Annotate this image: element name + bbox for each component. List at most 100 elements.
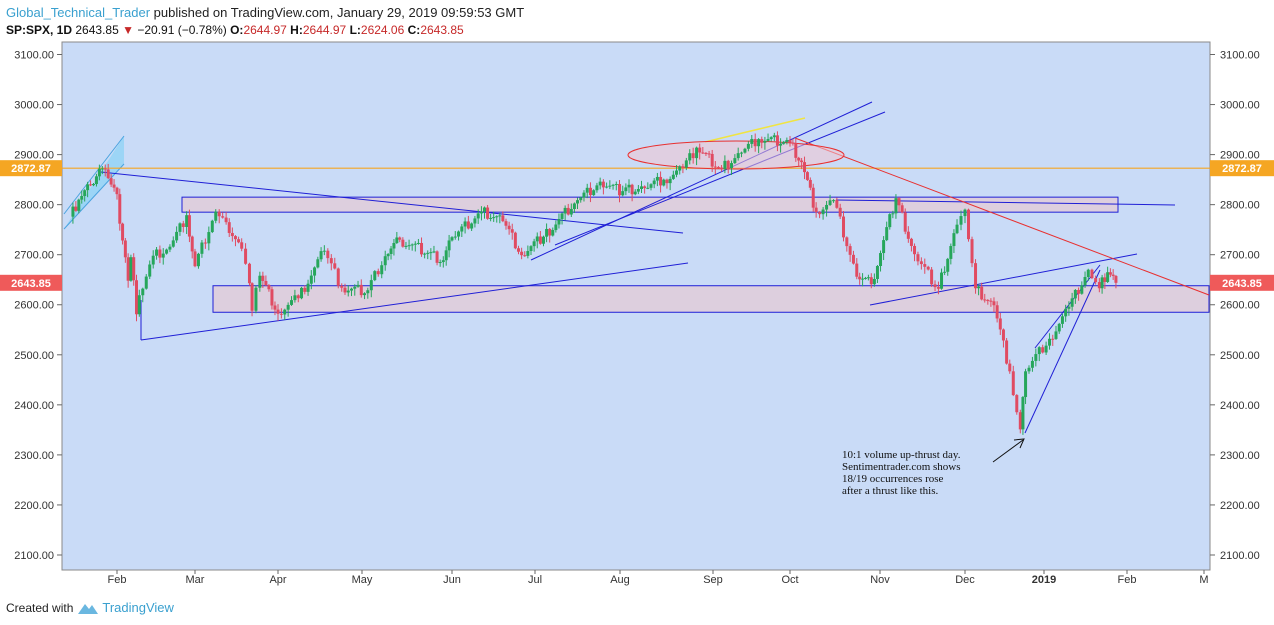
candle-body: [545, 228, 549, 237]
annotation-line: 10:1 volume up-thrust day.: [842, 449, 961, 461]
candle-body: [646, 187, 650, 189]
candle-body: [463, 221, 467, 227]
x-tick-label: Sep: [703, 574, 723, 586]
candle-body: [520, 251, 524, 256]
ohlc-line: SP:SPX, 1D 2643.85 ▼ −20.91 (−0.78%) O:2…: [6, 23, 464, 37]
y-tick-label-right: 2800.00: [1220, 200, 1260, 212]
price-label-left-bg: [0, 274, 62, 291]
candle-body: [894, 198, 898, 214]
time-axis[interactable]: Feb Mar Apr May Jun Jul Aug Sep Oct Nov Dec 2019 Feb…: [108, 570, 1209, 586]
candle-body: [900, 205, 904, 213]
candle-body: [542, 236, 545, 244]
candle-body: [1041, 347, 1045, 353]
candle-body: [190, 236, 194, 252]
candle-body: [691, 153, 695, 159]
candle-body: [955, 224, 959, 234]
candle-body: [611, 184, 615, 186]
candle-body: [523, 255, 527, 257]
candle-body: [237, 239, 241, 243]
candle-body: [688, 153, 692, 161]
candle-body: [1021, 397, 1025, 430]
candle-body: [1067, 306, 1071, 309]
candle-body: [200, 242, 204, 254]
candle-body: [1044, 345, 1048, 353]
candle-body: [1015, 395, 1019, 413]
candle-body: [869, 277, 873, 285]
price-label-right: 2872.87: [1222, 163, 1262, 175]
candle-body: [842, 216, 846, 238]
candle-body: [193, 251, 197, 267]
author-link[interactable]: Global_Technical_Trader: [6, 5, 151, 20]
candle-body: [716, 167, 720, 169]
trend-line: [100, 171, 684, 234]
candle-body: [404, 245, 408, 247]
candle-body: [148, 264, 152, 277]
candle-body: [946, 258, 950, 272]
candle-body: [930, 269, 934, 285]
y-tick-label-right: 3100.00: [1220, 50, 1260, 62]
right-price-axis[interactable]: 3100.00 3000.00 2900.00 2800.00 2700.00 2600.…: [1210, 50, 1260, 562]
candle-body: [923, 264, 927, 267]
candle-body: [376, 271, 380, 275]
candle-body: [489, 217, 493, 219]
y-tick-label-left: 2400.00: [14, 400, 54, 412]
candle-body: [906, 231, 910, 239]
trend-line: [1024, 269, 1101, 434]
candle-body: [1034, 354, 1038, 361]
candle-body: [420, 242, 424, 255]
x-tick-label: Dec: [955, 574, 975, 586]
y-tick-label-left: 2100.00: [14, 550, 54, 562]
candle-body: [350, 288, 354, 291]
candle-body: [977, 286, 981, 289]
candle-body: [161, 253, 165, 258]
candle-body: [585, 187, 589, 193]
candle-body: [1037, 347, 1041, 355]
candle-body: [416, 242, 420, 244]
candle-body: [413, 243, 417, 245]
candle-body: [828, 200, 832, 205]
candle-body: [775, 135, 779, 146]
candle-body: [814, 207, 818, 213]
candle-body: [250, 283, 254, 311]
candle-body: [659, 176, 663, 186]
candle-body: [952, 233, 956, 247]
candle-body: [671, 174, 675, 179]
candle-body: [210, 220, 214, 233]
candle-body: [882, 240, 886, 254]
candle-body: [483, 207, 487, 212]
drawing-layer: [62, 101, 1210, 434]
candle-body: [366, 290, 370, 294]
candle-body: [926, 266, 930, 270]
candle-body: [273, 305, 277, 310]
candle-body: [383, 256, 387, 266]
candle-body: [601, 181, 605, 188]
candle-body: [1008, 363, 1012, 372]
candle-body: [401, 239, 405, 247]
trend-line: [1034, 264, 1101, 349]
left-price-axis[interactable]: 3100.00 3000.00 2900.00 2800.00 2700.00 2600.…: [14, 50, 62, 562]
candle-body: [398, 237, 402, 240]
candle-body: [486, 207, 490, 219]
candle-body: [313, 267, 317, 276]
candle-body: [800, 160, 804, 163]
candle-body: [1090, 269, 1094, 279]
candle-body: [811, 187, 815, 208]
candle-body: [825, 204, 829, 210]
footer: Created with TradingView: [6, 600, 174, 615]
candle-body: [967, 209, 971, 240]
candle-body: [535, 236, 539, 242]
tradingview-brand[interactable]: TradingView: [102, 600, 174, 615]
candle-body: [322, 250, 326, 252]
x-tick-label: Oct: [781, 574, 798, 586]
price-label-right-bg: [1210, 160, 1274, 177]
candle-body: [279, 313, 283, 315]
created-with-text: Created with: [6, 600, 74, 615]
y-tick-label-left: 2200.00: [14, 500, 54, 512]
candle-body: [684, 160, 688, 168]
candle-body: [293, 295, 297, 301]
candle-body: [309, 275, 313, 284]
candle-body: [704, 152, 708, 154]
candle-body: [151, 255, 155, 265]
candle-body: [750, 138, 754, 144]
